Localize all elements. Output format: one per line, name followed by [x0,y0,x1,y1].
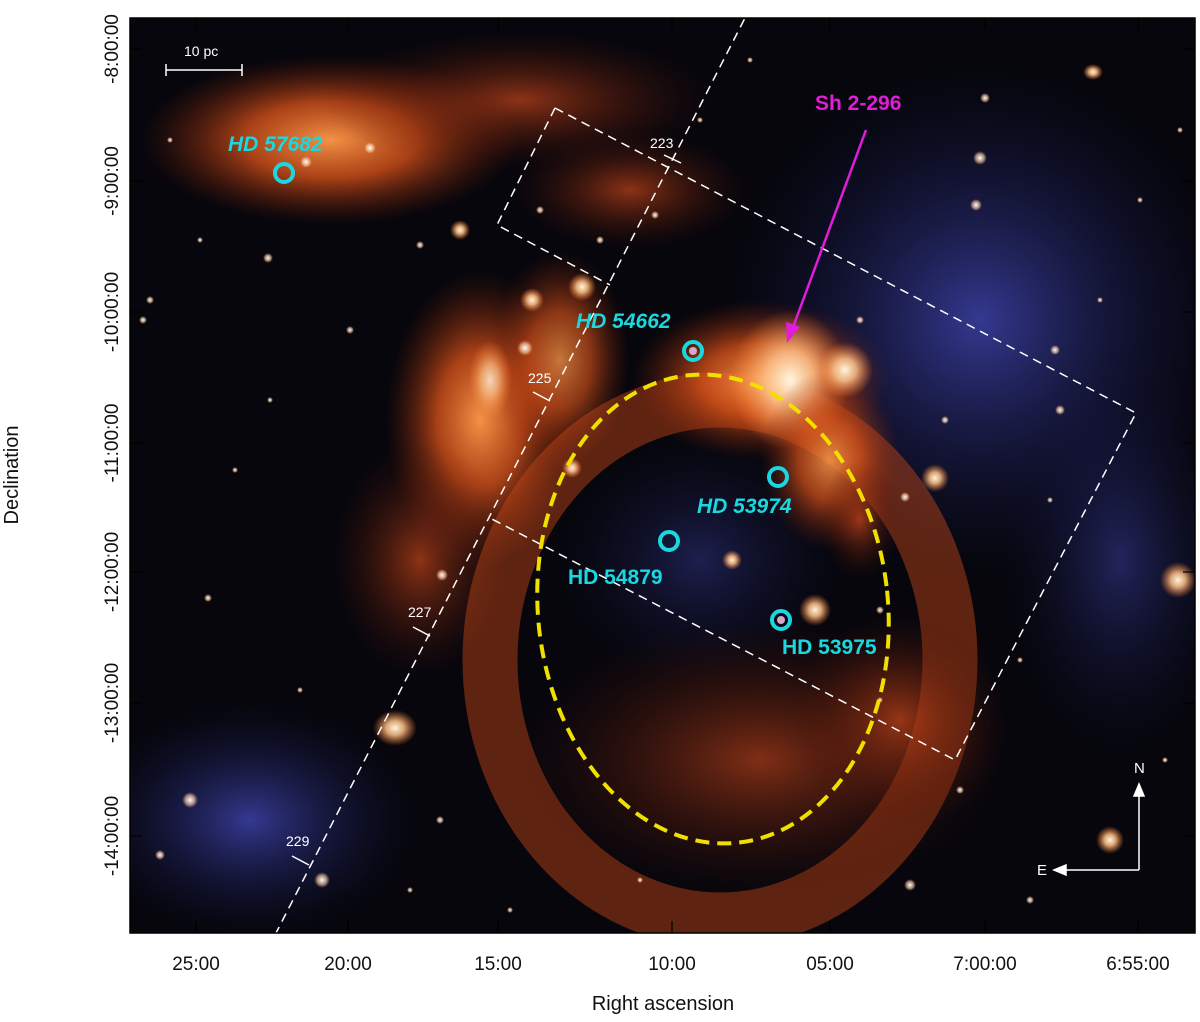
x-tick-label: 05:00 [806,954,854,975]
y-tick-label: -12:00:00 [102,532,123,612]
x-tick-label: 15:00 [474,954,522,975]
star-label-hd54662: HD 54662 [576,310,671,333]
x-axis-title: Right ascension [592,993,734,1015]
marker-hd53975 [770,609,792,631]
y-tick-label: -14:00:00 [102,796,123,876]
marker-hd53974 [767,466,789,488]
plot-frame [129,17,1196,934]
star-label-hd53975: HD 53975 [782,636,877,659]
longitude-label-225: 225 [528,370,552,386]
scale-bar-label: 10 pc [184,43,218,59]
x-tick-label: 7:00:00 [953,954,1016,975]
longitude-label-227: 227 [408,604,432,620]
y-tick-label: -13:00:00 [102,663,123,743]
star-label-hd53974: HD 53974 [697,495,792,518]
marker-hd57682 [273,162,295,184]
galactic-latitude-line [275,18,746,933]
longitude-label-229: 229 [286,833,310,849]
longitude-label-223: 223 [650,135,674,151]
compass-north-label: N [1134,760,1145,777]
y-tick-label: -8:00:00 [102,14,123,84]
nebula-image [130,18,1195,933]
star-label-hd57682: HD 57682 [228,133,323,156]
small-footprint [496,107,611,286]
scale-bar [165,64,243,76]
y-tick-label: -9:00:00 [102,146,123,216]
x-tick-label: 25:00 [172,954,220,975]
compass [1052,782,1146,877]
x-tick-label: 10:00 [648,954,696,975]
x-tick-label: 20:00 [324,954,372,975]
y-axis-title: Declination [1,426,23,525]
y-tick-label: -10:00:00 [102,272,123,352]
bubble-ellipse [535,372,891,846]
longitude-ticks [291,154,682,866]
star-markers [273,162,792,631]
y-tick-label: -11:00:00 [102,404,123,483]
frame-ticks [130,18,1195,933]
marker-hd54879 [658,530,680,552]
x-tick-label: 6:55:00 [1106,954,1169,975]
star-label-hd54879: HD 54879 [568,566,663,589]
compass-east-label: E [1037,862,1047,879]
survey-footprints [275,18,1138,933]
region-label: Sh 2-296 [815,92,901,115]
region-arrow [786,129,868,343]
upper-footprint [489,107,1138,762]
marker-hd54662 [682,340,704,362]
